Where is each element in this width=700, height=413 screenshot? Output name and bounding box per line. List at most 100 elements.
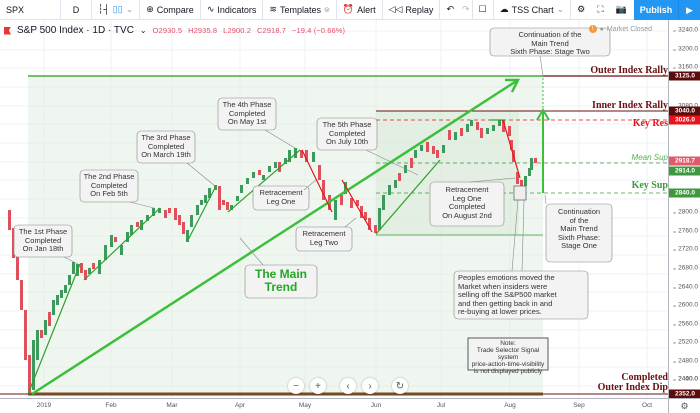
market-status[interactable]: ! ● Market Closed [588,25,652,33]
fullscreen-button[interactable]: ⛶ [591,0,609,20]
price-tag-mean-sup: 2914.0 [669,166,700,176]
time-tick: Apr [234,402,246,409]
chevron-down-icon[interactable]: ⌄ [139,26,147,35]
candles-icon: ▯▯ [112,4,123,14]
indicators-label: Indicators [217,4,257,15]
chart-navigation: − + ‹ › ↻ [288,378,408,394]
play-button[interactable]: ▶ [678,0,700,20]
minus-icon: − [293,380,299,392]
price-tag-key-res: 3026.0 [669,115,700,125]
replay-icon: ◁◁ [388,4,403,14]
axis-settings-button[interactable]: ⚙ [668,398,700,413]
time-tick: Jul [436,402,446,409]
time-tick: Oct [641,402,653,409]
camera-icon: 📷 [615,4,627,14]
play-icon: ▶ [686,4,693,15]
indicators-button[interactable]: ∿ Indicators [201,0,263,20]
divider [60,0,61,20]
replay-label: Replay [405,4,434,15]
plus-icon: + [315,380,321,392]
settings-button[interactable]: ⚙ [571,0,591,20]
undo-icon: ↶ [446,4,454,14]
more-icon[interactable]: ⊜ [323,6,330,14]
chart-pane[interactable]: The 1st Phase Completed On Jan 18th The 2n… [0,20,668,398]
alert-badge-icon: ! [588,25,597,33]
price-tag-last: 2918.7 [669,156,700,166]
price-tick: 3240.0 [673,26,698,34]
alert-label: Alert [357,4,376,15]
templates-icon: ≋ [269,4,277,14]
compare-label: Compare [156,4,194,15]
square-icon: ☐ [478,4,487,14]
replay-button[interactable]: ◁◁ Replay [383,0,440,20]
callouts [13,27,613,371]
reset-icon: ↻ [395,380,405,392]
price-tick: 3160.0 [673,63,698,71]
main-trend-arrow [31,78,521,396]
alert-button[interactable]: ⏰ Alert [337,0,382,20]
series-legend[interactable]: S&P 500 Index · 1D · TVC ⌄ O2930.5 H2935… [4,25,345,36]
divider [492,0,494,20]
bar-style-button[interactable]: ┆┤ ▯▯ ⌄ [92,0,139,20]
price-tick: 2760.0 [673,227,698,235]
price-tick: 2680.0 [673,264,698,272]
top-toolbar: SPX D ┆┤ ▯▯ ⌄ ⊕ Compare ∿ Indicators ≋ T… [0,0,700,20]
scroll-right-button[interactable]: › [362,378,378,394]
divider [91,0,92,20]
layout-button[interactable]: ☁ TSS Chart ⌄ [494,0,571,20]
zoom-in-button[interactable]: + [310,378,326,394]
divider [199,0,201,20]
divider [335,0,337,20]
bars-icon: ┆┤ [98,4,110,14]
ohlc-change: −19.4 (−0.66%) [292,26,346,35]
price-axis[interactable]: 3240.0 3200.0 3160.0 3080.0 2960.0 2800.… [668,20,700,399]
time-tick: Jun [370,402,382,409]
divider [570,0,572,20]
templates-button[interactable]: ≋ Templates ⊜ [263,0,335,20]
ohlc-low: L2900.2 [223,26,251,35]
series-title[interactable]: S&P 500 Index · 1D · TVC [17,25,134,36]
undo-button[interactable]: ↶ [440,0,460,20]
price-tick: 2600.0 [673,301,698,309]
price-tick: 2640.0 [673,283,698,291]
time-tick: May [298,402,312,409]
indicators-icon: ∿ [206,4,215,14]
layout-label: TSS Chart [511,4,554,15]
time-axis[interactable]: 2019 Feb Mar Apr May Jun Jul Aug Sep Oct [0,398,668,413]
price-tick: 3200.0 [673,45,698,53]
chevron-down-icon: ⌄ [125,4,134,14]
price-tag-key-sup: 2840.0 [669,188,700,198]
publish-button[interactable]: Publish [634,0,678,20]
interval-button[interactable]: D [72,4,80,15]
chevron-left-icon: ‹ [346,380,350,392]
ohlc-open: O2930.5 [152,26,183,35]
divider [139,0,141,20]
alarm-clock-icon: ⏰ [342,4,355,14]
fullscreen-toggle-button[interactable]: ☐ [473,0,493,20]
plus-circle-icon: ⊕ [146,4,154,14]
price-tick: 2400.0 [673,375,698,383]
divider [262,0,264,20]
snapshot-button[interactable]: 📷 [610,0,633,20]
gear-icon: ⚙ [577,4,586,14]
price-tick: 2720.0 [673,245,698,253]
scroll-left-button[interactable]: ‹ [340,378,356,394]
divider [471,0,473,20]
ohlc-close: C2918.7 [256,26,287,35]
symbol-search[interactable]: SPX [6,4,25,15]
market-status-label: Market Closed [606,25,652,33]
templates-label: Templates [279,4,321,15]
time-tick: Mar [166,402,178,409]
price-tick: 2560.0 [673,320,698,328]
redo-icon: ↷ [461,4,470,14]
phase-arrows [27,119,505,395]
zoom-out-button[interactable]: − [288,378,304,394]
divider [439,0,441,20]
reset-chart-button[interactable]: ↻ [392,378,408,394]
retracement-arrows [301,119,521,233]
chevron-down-icon: ⌄ [556,4,565,14]
time-tick: Aug [504,402,516,409]
compare-button[interactable]: ⊕ Compare [140,0,200,20]
redo-button[interactable]: ↷ [460,0,472,20]
